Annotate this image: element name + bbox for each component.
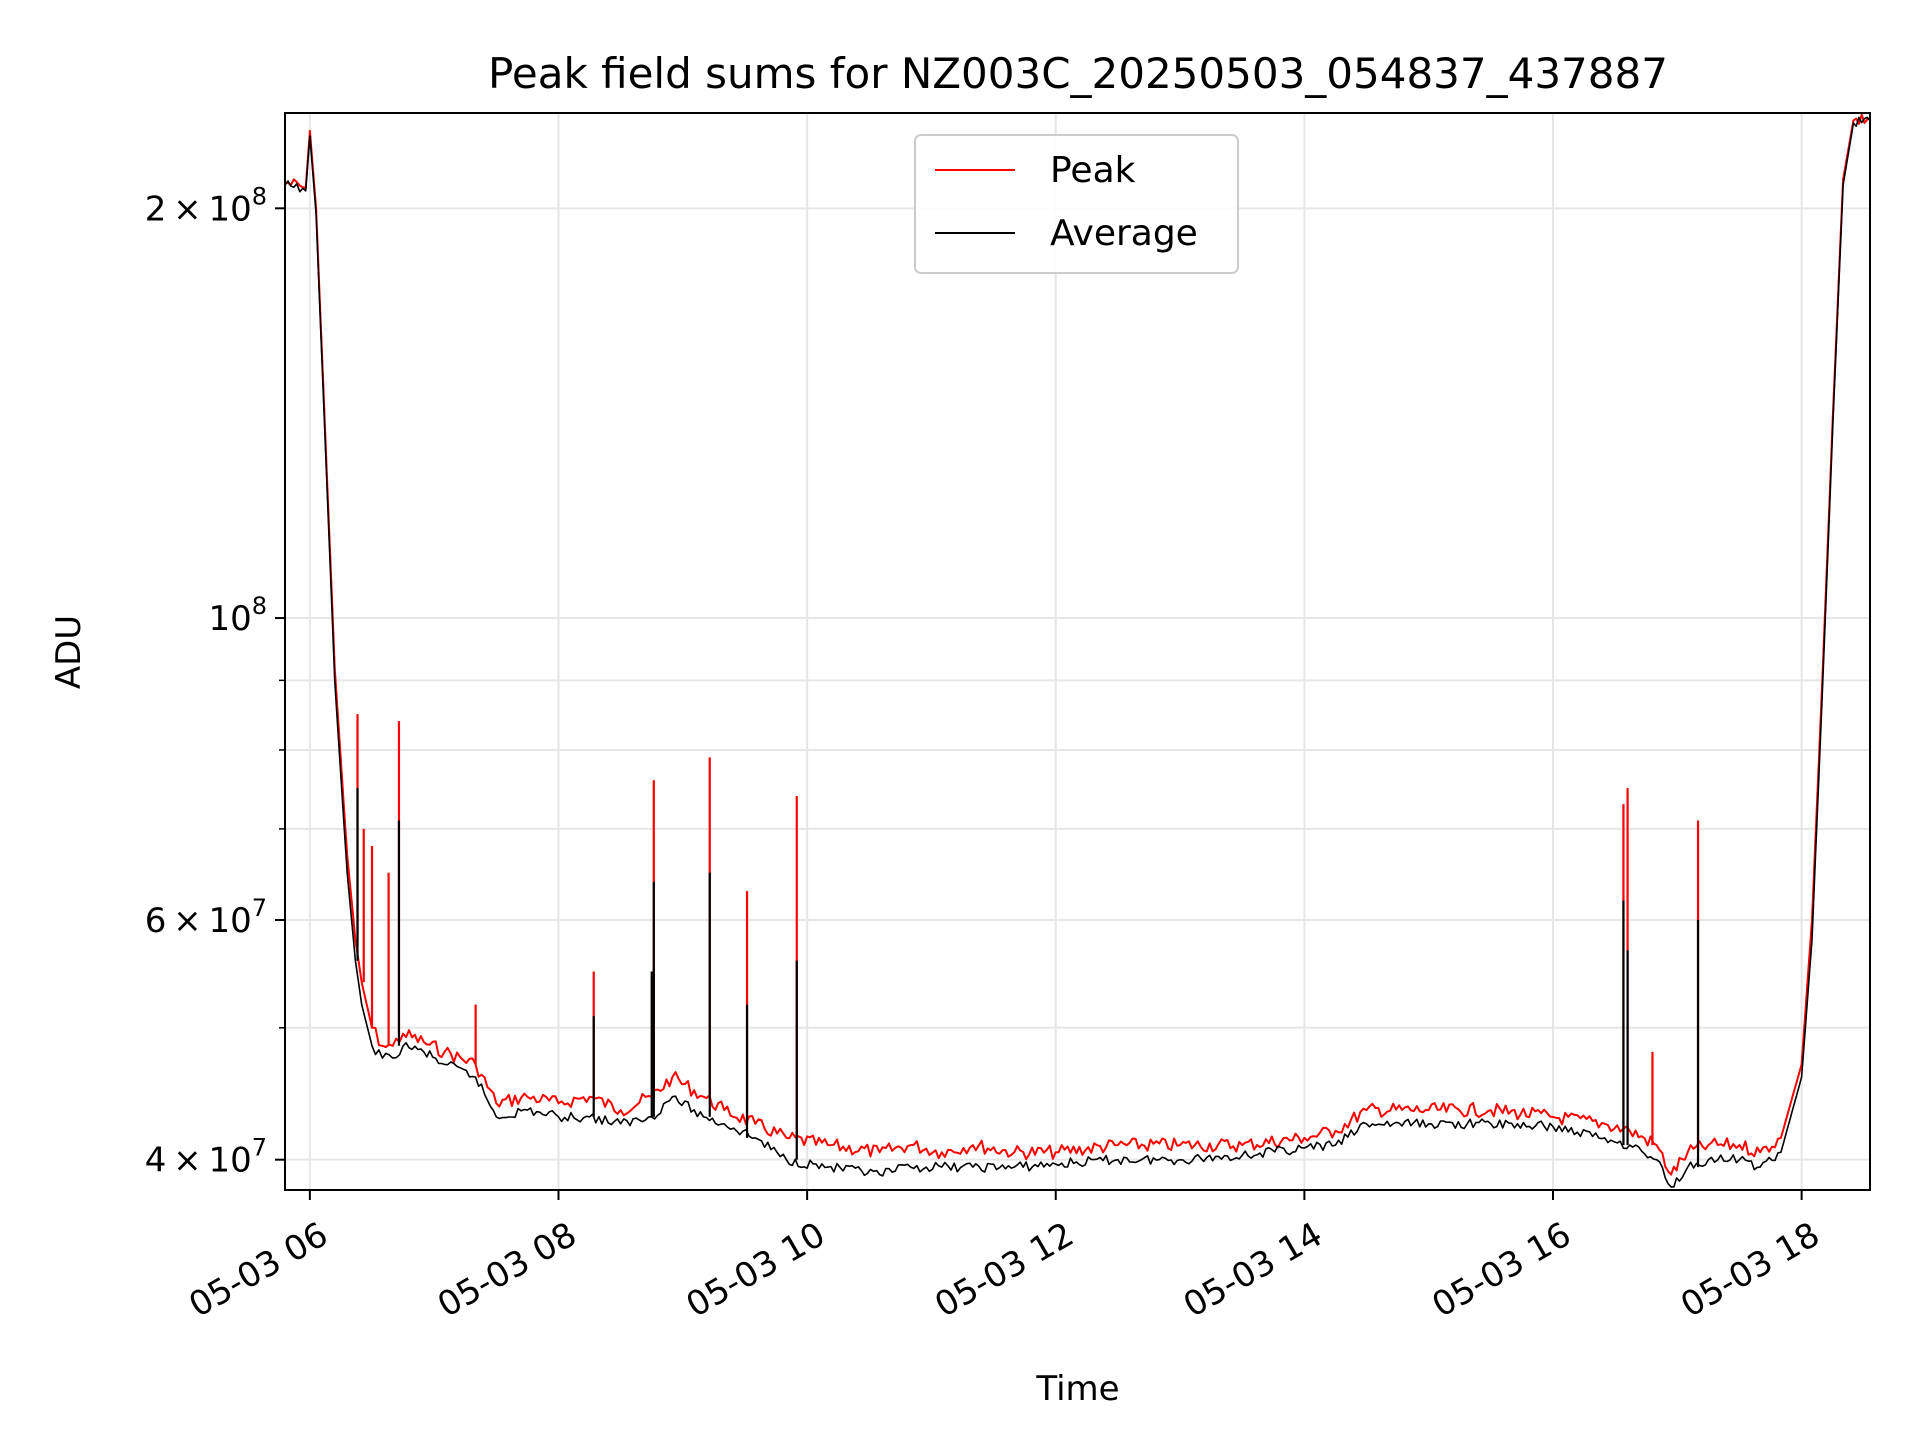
- y-tick-label-exponent: 8: [252, 592, 267, 620]
- y-tick-label-base: 4 × 10: [145, 1141, 252, 1181]
- series-layer: [285, 113, 1870, 1188]
- plot-frame: [284, 112, 1871, 1191]
- y-tick-label-exponent: 8: [252, 182, 267, 210]
- y-tick-label-exponent: 7: [252, 1134, 267, 1162]
- y-tick-label-base: 6 × 10: [145, 901, 252, 941]
- series-line-peak: [285, 113, 1870, 1176]
- legend-label-average: Average: [1050, 213, 1198, 254]
- series-line-average: [285, 116, 1870, 1188]
- x-axis-title: Time: [1035, 1369, 1119, 1409]
- y-tick-label-base: 2 × 10: [145, 189, 252, 229]
- chart-title: Peak field sums for NZ003C_20250503_0548…: [488, 49, 1668, 98]
- y-tick-label: 6 × 107: [145, 894, 267, 941]
- series-average: [285, 116, 1870, 1188]
- legend-label-peak: Peak: [1050, 150, 1136, 191]
- legend: Peak Average: [914, 134, 1239, 274]
- y-tick-label: 4 × 107: [145, 1134, 267, 1181]
- y-tick-label-exponent: 7: [252, 894, 267, 922]
- y-axis-title: ADU: [49, 615, 89, 689]
- y-tick-label-base: 10: [208, 599, 251, 639]
- y-tick-label: 2 × 108: [145, 182, 267, 229]
- y-tick-label: 108: [208, 592, 267, 639]
